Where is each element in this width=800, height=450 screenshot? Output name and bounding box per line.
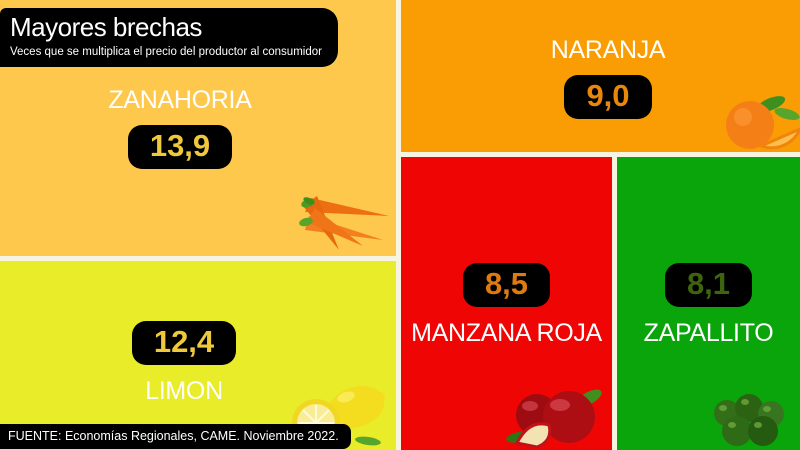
source-text: FUENTE: Economías Regionales, CAME. Novi… [8, 429, 339, 443]
panel-zanahoria-content: ZANAHORIA 13,9 [0, 86, 360, 169]
zapallito-value-pill: 8,1 [664, 263, 753, 307]
page-subtitle: Veces que se multiplica el precio del pr… [10, 46, 322, 58]
manzana-label: MANZANA ROJA [411, 319, 602, 347]
zapallito-value: 8,1 [686, 266, 731, 301]
carrots-image [299, 196, 389, 250]
manzana-value: 8,5 [484, 266, 529, 301]
zanahoria-label: ZANAHORIA [108, 86, 252, 114]
panel-zapallito-content: 8,1 ZAPALLITO [617, 263, 800, 348]
zapallito-label: ZAPALLITO [643, 319, 774, 347]
manzana-value-pill: 8,5 [462, 263, 551, 307]
panel-naranja-content: NARANJA 9,0 [401, 36, 800, 119]
zapallitos-image [714, 394, 784, 446]
source-footer: FUENTE: Economías Regionales, CAME. Novi… [0, 424, 351, 449]
panel-naranja: NARANJA 9,0 [401, 0, 800, 152]
zanahoria-value: 13,9 [149, 128, 211, 163]
panel-zapallito: 8,1 ZAPALLITO [617, 157, 800, 450]
panel-limon-content: 12,4 LIMON [0, 321, 368, 406]
page-title: Mayores brechas [10, 12, 202, 42]
title-box: Mayores brechas Veces que se multiplica … [0, 8, 338, 67]
panel-limon: 12,4 LIMON [0, 261, 396, 450]
naranja-label: NARANJA [550, 36, 666, 64]
orange-image [726, 96, 800, 150]
naranja-value-pill: 9,0 [564, 75, 652, 119]
panel-manzana-roja: 8,5 MANZANA ROJA [401, 157, 612, 450]
limon-value: 12,4 [153, 324, 215, 359]
apples-image [506, 389, 602, 449]
limon-value-pill: 12,4 [131, 321, 237, 365]
naranja-value: 9,0 [586, 78, 630, 113]
limon-label: LIMON [145, 377, 223, 405]
zanahoria-value-pill: 13,9 [127, 125, 233, 169]
panel-manzana-content: 8,5 MANZANA ROJA [401, 263, 612, 348]
